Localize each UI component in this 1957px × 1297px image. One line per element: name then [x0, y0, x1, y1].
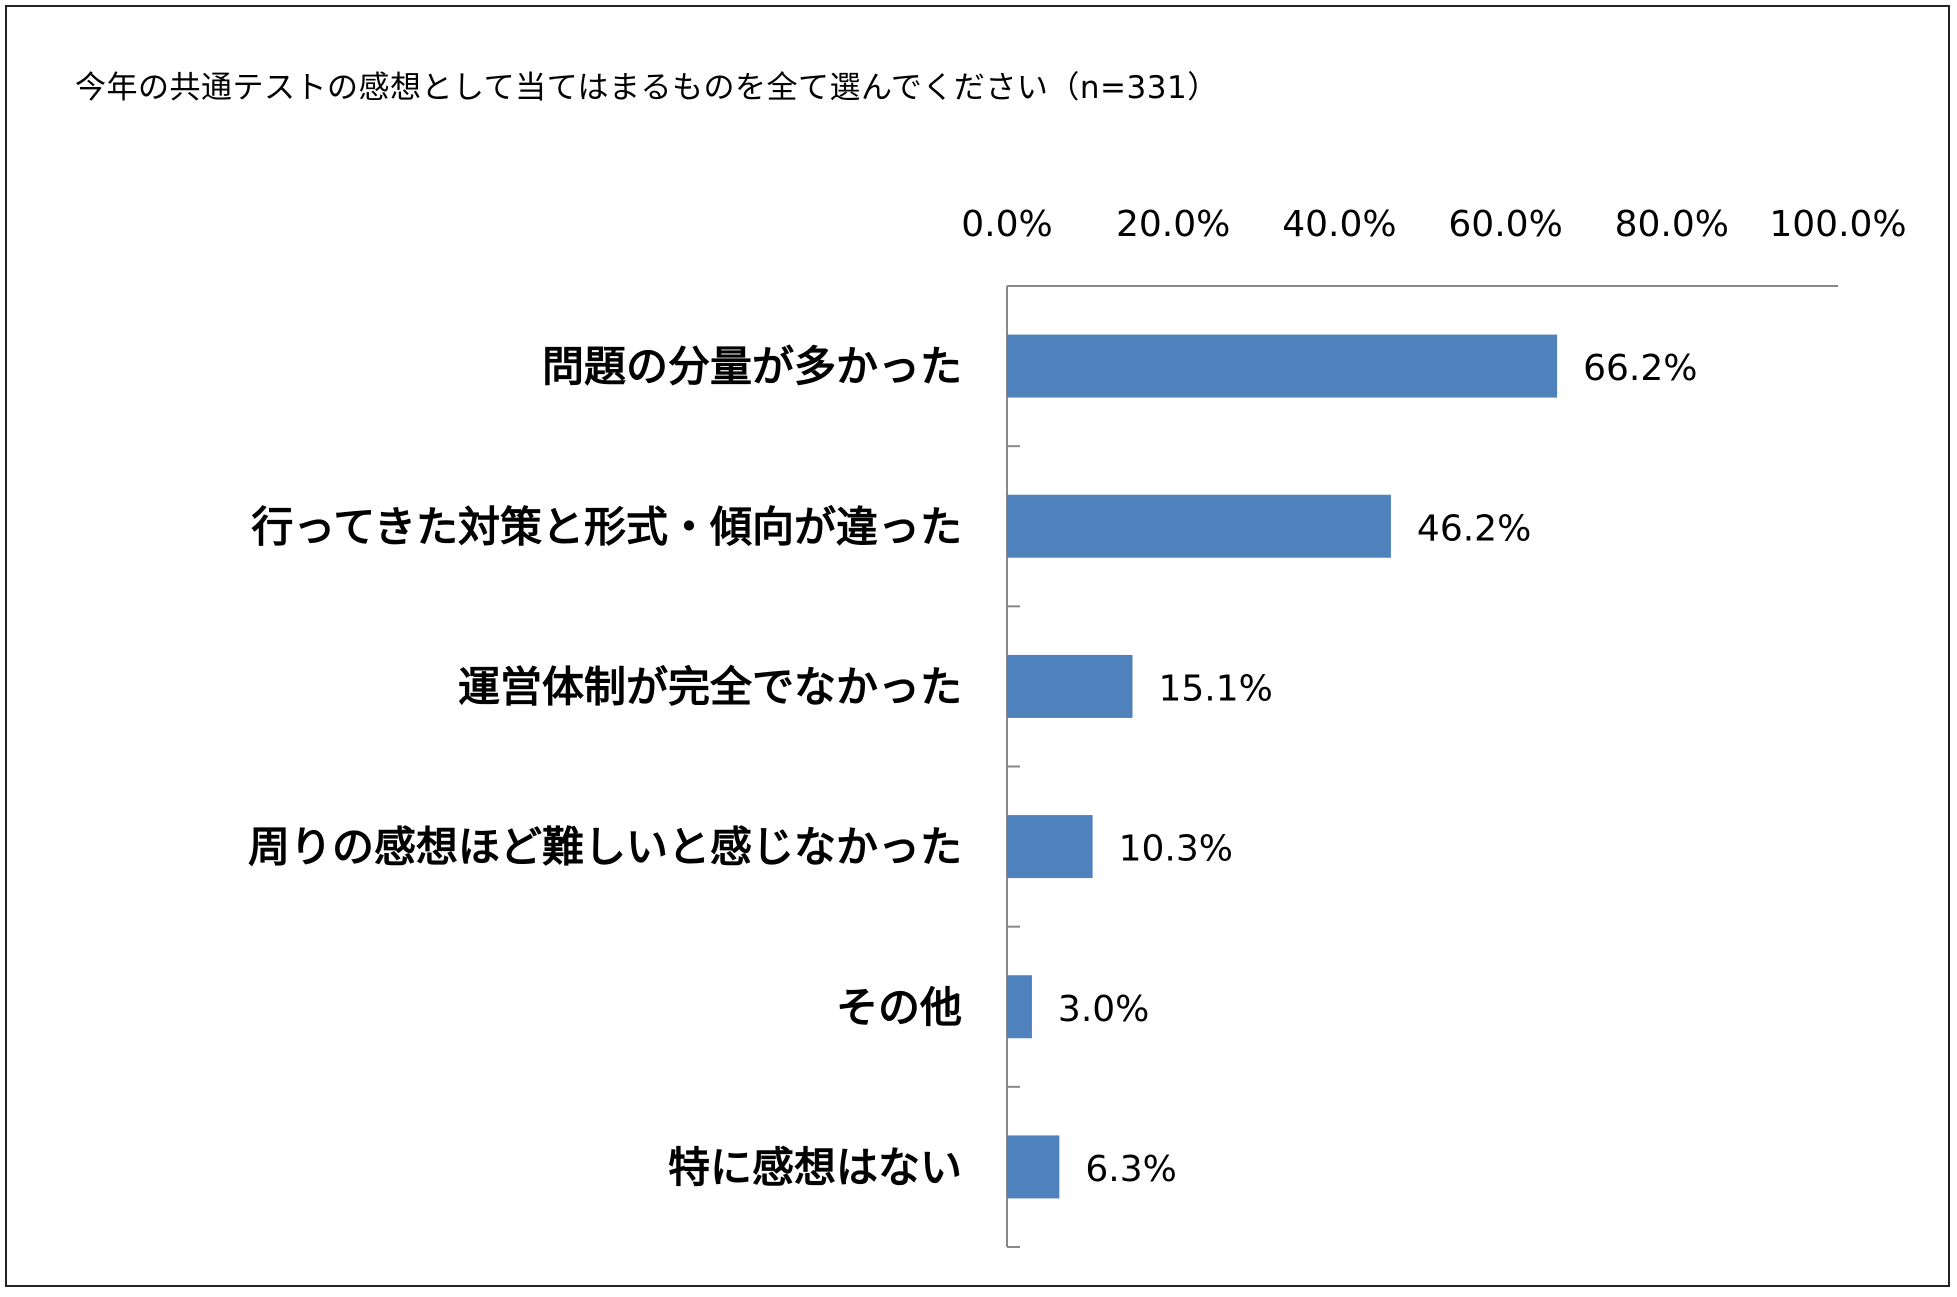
bar: [1007, 494, 1391, 558]
x-tick-label: 60.0%: [1448, 204, 1562, 245]
chart-title: 今年の共通テストの感想として当てはまるものを全て選んでください（n=331）: [75, 70, 1219, 106]
category-label: 運営体制が完全でなかった: [458, 662, 962, 711]
data-label: 15.1%: [1158, 668, 1272, 709]
x-tick-label: 20.0%: [1116, 204, 1230, 245]
data-label: 66.2%: [1583, 348, 1697, 389]
bar: [1007, 1135, 1060, 1199]
x-tick-label: 40.0%: [1282, 204, 1396, 245]
category-label: 問題の分量が多かった: [542, 342, 962, 391]
x-tick-label: 100.0%: [1769, 204, 1906, 245]
bars-layer: [1007, 334, 1558, 1199]
category-label: 特に感想はない: [668, 1143, 962, 1192]
bar: [1007, 975, 1032, 1039]
x-tick-label: 0.0%: [961, 204, 1052, 245]
bar: [1007, 654, 1133, 718]
bar: [1007, 334, 1558, 398]
data-label: 10.3%: [1119, 829, 1233, 870]
data-label: 46.2%: [1417, 508, 1531, 549]
x-tick-label: 80.0%: [1615, 204, 1729, 245]
labels-layer: 問題の分量が多かった 66.2% 行ってきた対策と形式・傾向が違った 46.2% 運営体…: [248, 342, 1698, 1192]
axis-layer: 0.0% 20.0% 40.0% 60.0% 80.0% 100.0%: [961, 204, 1907, 1248]
category-label: その他: [836, 983, 962, 1032]
bar: [1007, 815, 1093, 879]
category-label: 行ってきた対策と形式・傾向が違った: [251, 502, 962, 551]
chart-frame: [5, 5, 1950, 1287]
category-label: 周りの感想ほど難しいと感じなかった: [248, 823, 962, 872]
data-label: 6.3%: [1085, 1149, 1176, 1190]
data-label: 3.0%: [1058, 989, 1149, 1030]
